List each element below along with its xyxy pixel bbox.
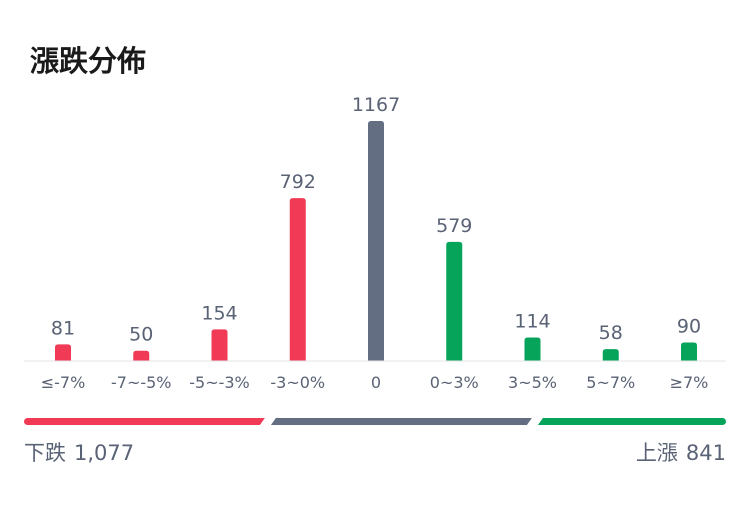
bar-1 <box>133 350 150 361</box>
bar-value-label: 90 <box>677 315 701 337</box>
chart-title: 漲跌分佈 <box>30 44 147 78</box>
down-summary-count: 1,077 <box>74 441 135 465</box>
x-tick-label: -5~-3% <box>189 373 250 392</box>
up-summary-label: 上漲 <box>635 441 678 465</box>
x-tick-label: -7~-5% <box>111 373 172 392</box>
bar-value-label: 58 <box>599 322 623 344</box>
bar-value-label: 50 <box>129 324 153 346</box>
bar-0 <box>55 344 71 361</box>
bar-value-label: 81 <box>51 317 75 339</box>
x-tick-label: ≥7% <box>670 373 709 392</box>
bar-value-label: 154 <box>201 302 237 324</box>
x-tick-label: 3~5% <box>508 373 557 392</box>
x-tick-label: 0~3% <box>430 373 479 392</box>
up-summary-count: 841 <box>685 441 726 465</box>
x-tick-label: ≤-7% <box>41 373 86 392</box>
bar-value-label: 114 <box>514 311 550 333</box>
bar-2 <box>211 329 228 361</box>
bar-value-label: 792 <box>280 171 316 193</box>
bar-3 <box>289 198 306 361</box>
x-tick-label: -3~0% <box>270 373 325 392</box>
bar-4 <box>368 121 384 361</box>
down-summary: 下跌 1,077 <box>24 437 142 467</box>
x-tick-label: 5~7% <box>586 373 635 392</box>
bar-8 <box>681 342 697 361</box>
bar-6 <box>524 337 541 361</box>
up-summary: 上漲 841 <box>636 437 726 467</box>
bar-value-label: 579 <box>436 215 472 237</box>
bar-5 <box>446 241 463 361</box>
down-ratio-segment <box>24 418 265 425</box>
bar-7 <box>602 349 619 361</box>
up-ratio-segment <box>537 418 726 425</box>
x-tick-label: 0 <box>371 373 381 392</box>
down-summary-label: 下跌 <box>24 441 66 465</box>
bar-value-label: 1167 <box>352 94 400 116</box>
flat-ratio-segment <box>270 418 532 425</box>
